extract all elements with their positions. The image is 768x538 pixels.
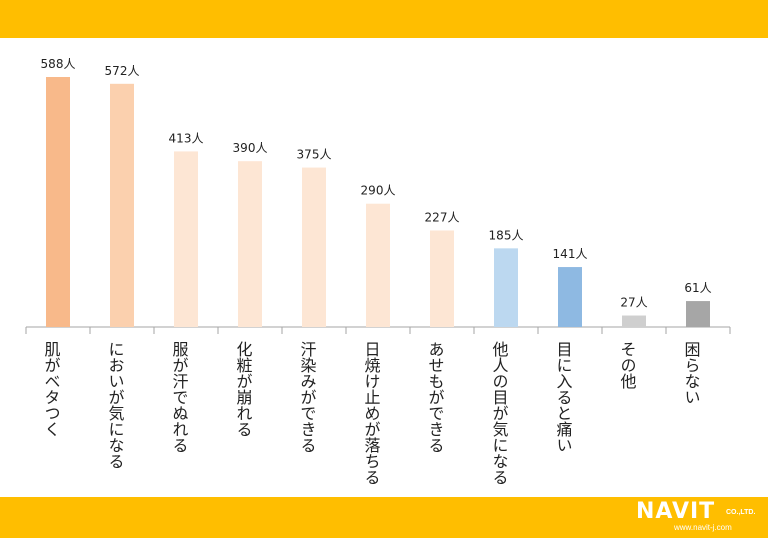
data-label: 413人	[169, 131, 204, 145]
category-label: においが気になる	[106, 341, 125, 469]
data-label: 572人	[105, 64, 140, 78]
data-label: 588人	[41, 57, 76, 71]
company-logo: NAVIT CO.,LTD. www.navit-j.com	[636, 500, 764, 534]
data-label: 375人	[297, 148, 332, 162]
category-label: 汗染みができる	[298, 341, 317, 453]
bottom-banner	[0, 497, 768, 538]
bar	[430, 230, 454, 327]
top-banner	[0, 0, 768, 38]
data-label: 61人	[684, 281, 711, 295]
category-label: 服が汗でぬれる	[170, 341, 189, 453]
logo-suffix: CO.,LTD.	[726, 509, 756, 516]
data-label: 141人	[553, 247, 588, 261]
category-label: あせもができる	[426, 341, 445, 453]
category-label: 目に入ると痛い	[554, 341, 573, 453]
category-label: 肌がベタつく	[42, 341, 61, 437]
category-label: 他人の目が気になる	[490, 341, 509, 485]
logo-url: www.navit-j.com	[674, 523, 732, 532]
data-label: 185人	[489, 228, 524, 242]
bar	[302, 167, 326, 327]
bar	[110, 83, 134, 327]
bar	[558, 267, 582, 327]
data-label: 390人	[233, 141, 268, 155]
data-label: 227人	[425, 210, 460, 224]
bar	[366, 203, 390, 327]
category-label: 困らない	[682, 341, 701, 405]
category-label: その他	[618, 341, 637, 390]
bar	[686, 301, 710, 327]
bar	[174, 151, 198, 327]
bar	[46, 77, 70, 327]
bar	[238, 161, 262, 327]
category-label: 日焼け止めが落ちる	[362, 341, 381, 485]
data-label: 290人	[361, 184, 396, 198]
bar	[622, 315, 646, 327]
logo-brand: NAVIT	[636, 499, 716, 524]
data-label: 27人	[620, 296, 647, 310]
bar	[494, 248, 518, 327]
category-label: 化粧が崩れる	[234, 341, 253, 437]
